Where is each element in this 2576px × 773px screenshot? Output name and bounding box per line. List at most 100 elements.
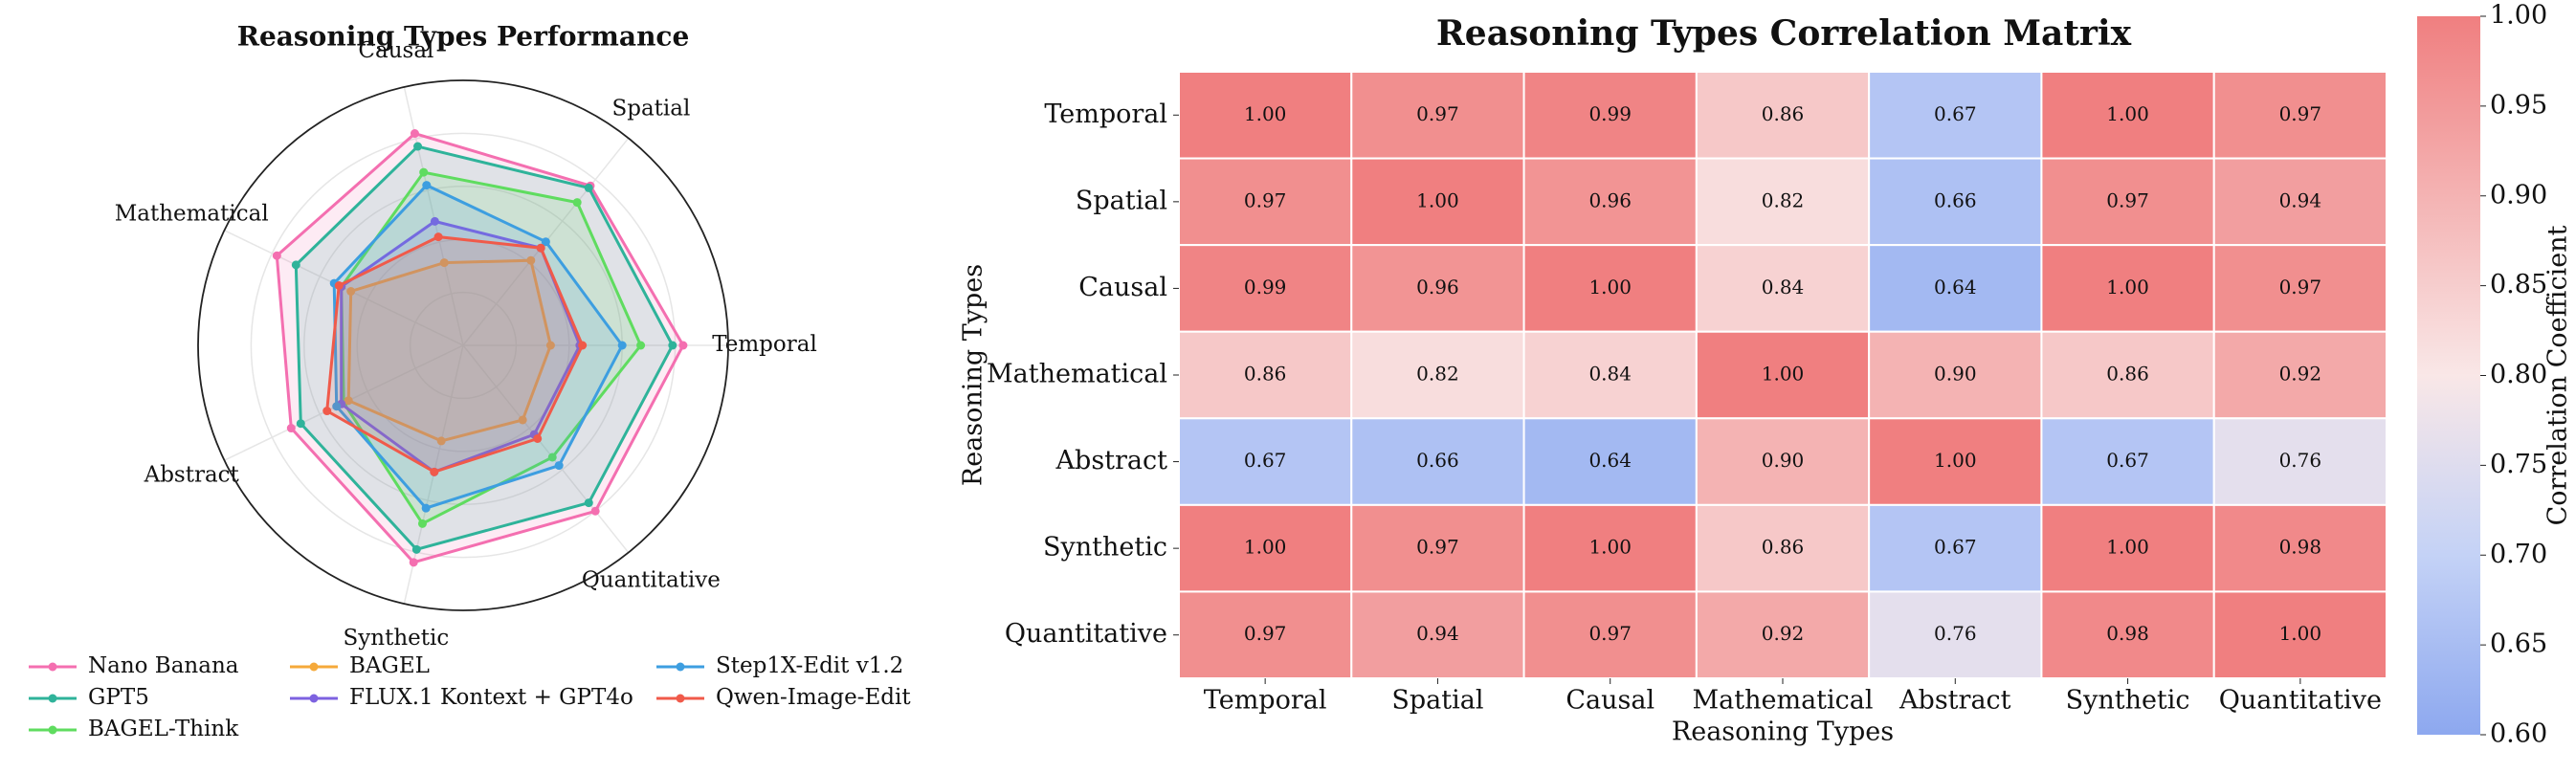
heatmap-cell — [1695, 157, 1871, 247]
radar-point — [410, 129, 419, 139]
radar-point — [547, 453, 557, 462]
radar-spoke — [462, 344, 630, 554]
legend-marker — [676, 694, 685, 703]
cell-label: 0.86 — [1244, 363, 1287, 386]
cell-label: 0.97 — [1588, 622, 1632, 645]
radar-point — [272, 251, 281, 260]
cell-label: 0.97 — [2279, 102, 2322, 125]
colorbar-tick-label: 0.70 — [2490, 540, 2547, 569]
cell-label: 1.00 — [1416, 188, 1459, 211]
radar-point — [334, 281, 344, 291]
cell-label: 0.92 — [2279, 363, 2322, 386]
cell-label: 0.97 — [1244, 188, 1287, 211]
heatmap-cell — [1522, 71, 1698, 160]
heatmap-cell — [1350, 417, 1525, 506]
radar-point — [296, 419, 305, 429]
colorbar-tick-label: 0.80 — [2490, 360, 2547, 389]
heatmap-cell — [2212, 417, 2388, 506]
cell-label: 0.90 — [1762, 449, 1805, 472]
radar-point — [584, 498, 593, 508]
cell-label: 0.92 — [1762, 622, 1805, 645]
legend-label: BAGEL — [349, 653, 430, 678]
cell-label: 0.66 — [1934, 188, 1977, 211]
colorbar-tick-label: 0.60 — [2490, 719, 2547, 749]
radar-point — [436, 436, 446, 446]
cell-label: 0.99 — [1588, 102, 1632, 125]
heatmap-cell — [1868, 417, 2043, 506]
heatmap-cell — [1522, 244, 1698, 333]
cell-label: 0.97 — [1416, 102, 1459, 125]
radar-point — [572, 198, 582, 208]
radar-point — [286, 424, 296, 433]
cell-label: 1.00 — [1588, 276, 1632, 298]
radar-area — [332, 183, 624, 510]
radar-point — [533, 433, 543, 443]
legend-marker — [309, 694, 319, 703]
radar-point — [291, 260, 300, 270]
cell-label: 0.86 — [2106, 363, 2149, 386]
heatmap-cell — [2040, 417, 2215, 506]
heatmap-cell — [1695, 503, 1871, 593]
cell-label: 0.94 — [1416, 622, 1459, 645]
heatmap-cell — [1350, 330, 1525, 420]
heatmap-cell — [1350, 590, 1525, 680]
radar-point — [413, 142, 423, 151]
heatmap-cell — [2040, 503, 2215, 593]
radar-point — [668, 341, 677, 350]
x-tick-label: Mathematical — [1693, 686, 1874, 716]
heatmap-cell — [1695, 590, 1871, 680]
heatmap-cell — [2040, 244, 2215, 333]
cell-label: 0.97 — [1416, 536, 1459, 559]
radar-point — [332, 402, 342, 411]
cell-label: 0.64 — [1934, 276, 1977, 298]
x-tick-label: Temporal — [1204, 686, 1327, 716]
heatmap-cell — [2212, 330, 2388, 420]
heatmap-cell — [1178, 590, 1353, 680]
heatmap-title: Reasoning Types Correlation Matrix — [1436, 13, 2132, 54]
colorbar-tick-label: 0.75 — [2490, 450, 2547, 479]
legend-marker — [309, 662, 319, 672]
radar-outline — [197, 79, 729, 611]
heatmap-cell — [2212, 71, 2388, 160]
radar-point — [421, 503, 431, 513]
colorbar — [2417, 16, 2480, 735]
radar-area — [294, 144, 675, 551]
radar-point — [617, 341, 627, 350]
heatmap-cell — [1178, 503, 1353, 593]
cell-label: 0.67 — [1244, 449, 1287, 472]
radar-area — [340, 219, 582, 474]
colorbar-tick-label: 0.65 — [2490, 629, 2547, 659]
radar-point — [541, 237, 550, 247]
radar-point — [545, 341, 555, 350]
x-tick-label: Causal — [1566, 686, 1654, 716]
x-tick-label: Quantitative — [2219, 686, 2382, 716]
cell-label: 0.97 — [2106, 188, 2149, 211]
heatmap-cell — [1350, 71, 1525, 160]
heatmap-cell — [1522, 417, 1698, 506]
heatmap-cell — [1868, 590, 2043, 680]
heatmap-cell — [2040, 157, 2215, 247]
radar-point — [526, 255, 536, 265]
cell-label: 0.86 — [1762, 102, 1805, 125]
cell-label: 0.97 — [1244, 622, 1287, 645]
cell-label: 0.86 — [1762, 536, 1805, 559]
cell-label: 0.66 — [1416, 449, 1459, 472]
cell-label: 0.76 — [1934, 622, 1977, 645]
radar-axis-label: Synthetic — [344, 626, 450, 651]
radar-point — [536, 243, 545, 253]
x-axis-label: Reasoning Types — [1672, 718, 1894, 747]
heatmap-cell — [1868, 330, 2043, 420]
cell-label: 0.64 — [1588, 449, 1632, 472]
heatmap-cell — [1695, 71, 1871, 160]
x-tick-label: Synthetic — [2066, 686, 2190, 716]
cell-label: 0.98 — [2279, 536, 2322, 559]
heatmap-cell — [1350, 503, 1525, 593]
radar-point — [439, 258, 449, 268]
legend-label: FLUX.1 Kontext + GPT4o — [349, 685, 633, 710]
radar-point — [430, 467, 439, 476]
heatmap-cell — [1522, 590, 1698, 680]
x-tick-label: Abstract — [1899, 686, 2011, 716]
heatmap-cell — [1522, 503, 1698, 593]
cell-label: 0.99 — [1244, 276, 1287, 298]
